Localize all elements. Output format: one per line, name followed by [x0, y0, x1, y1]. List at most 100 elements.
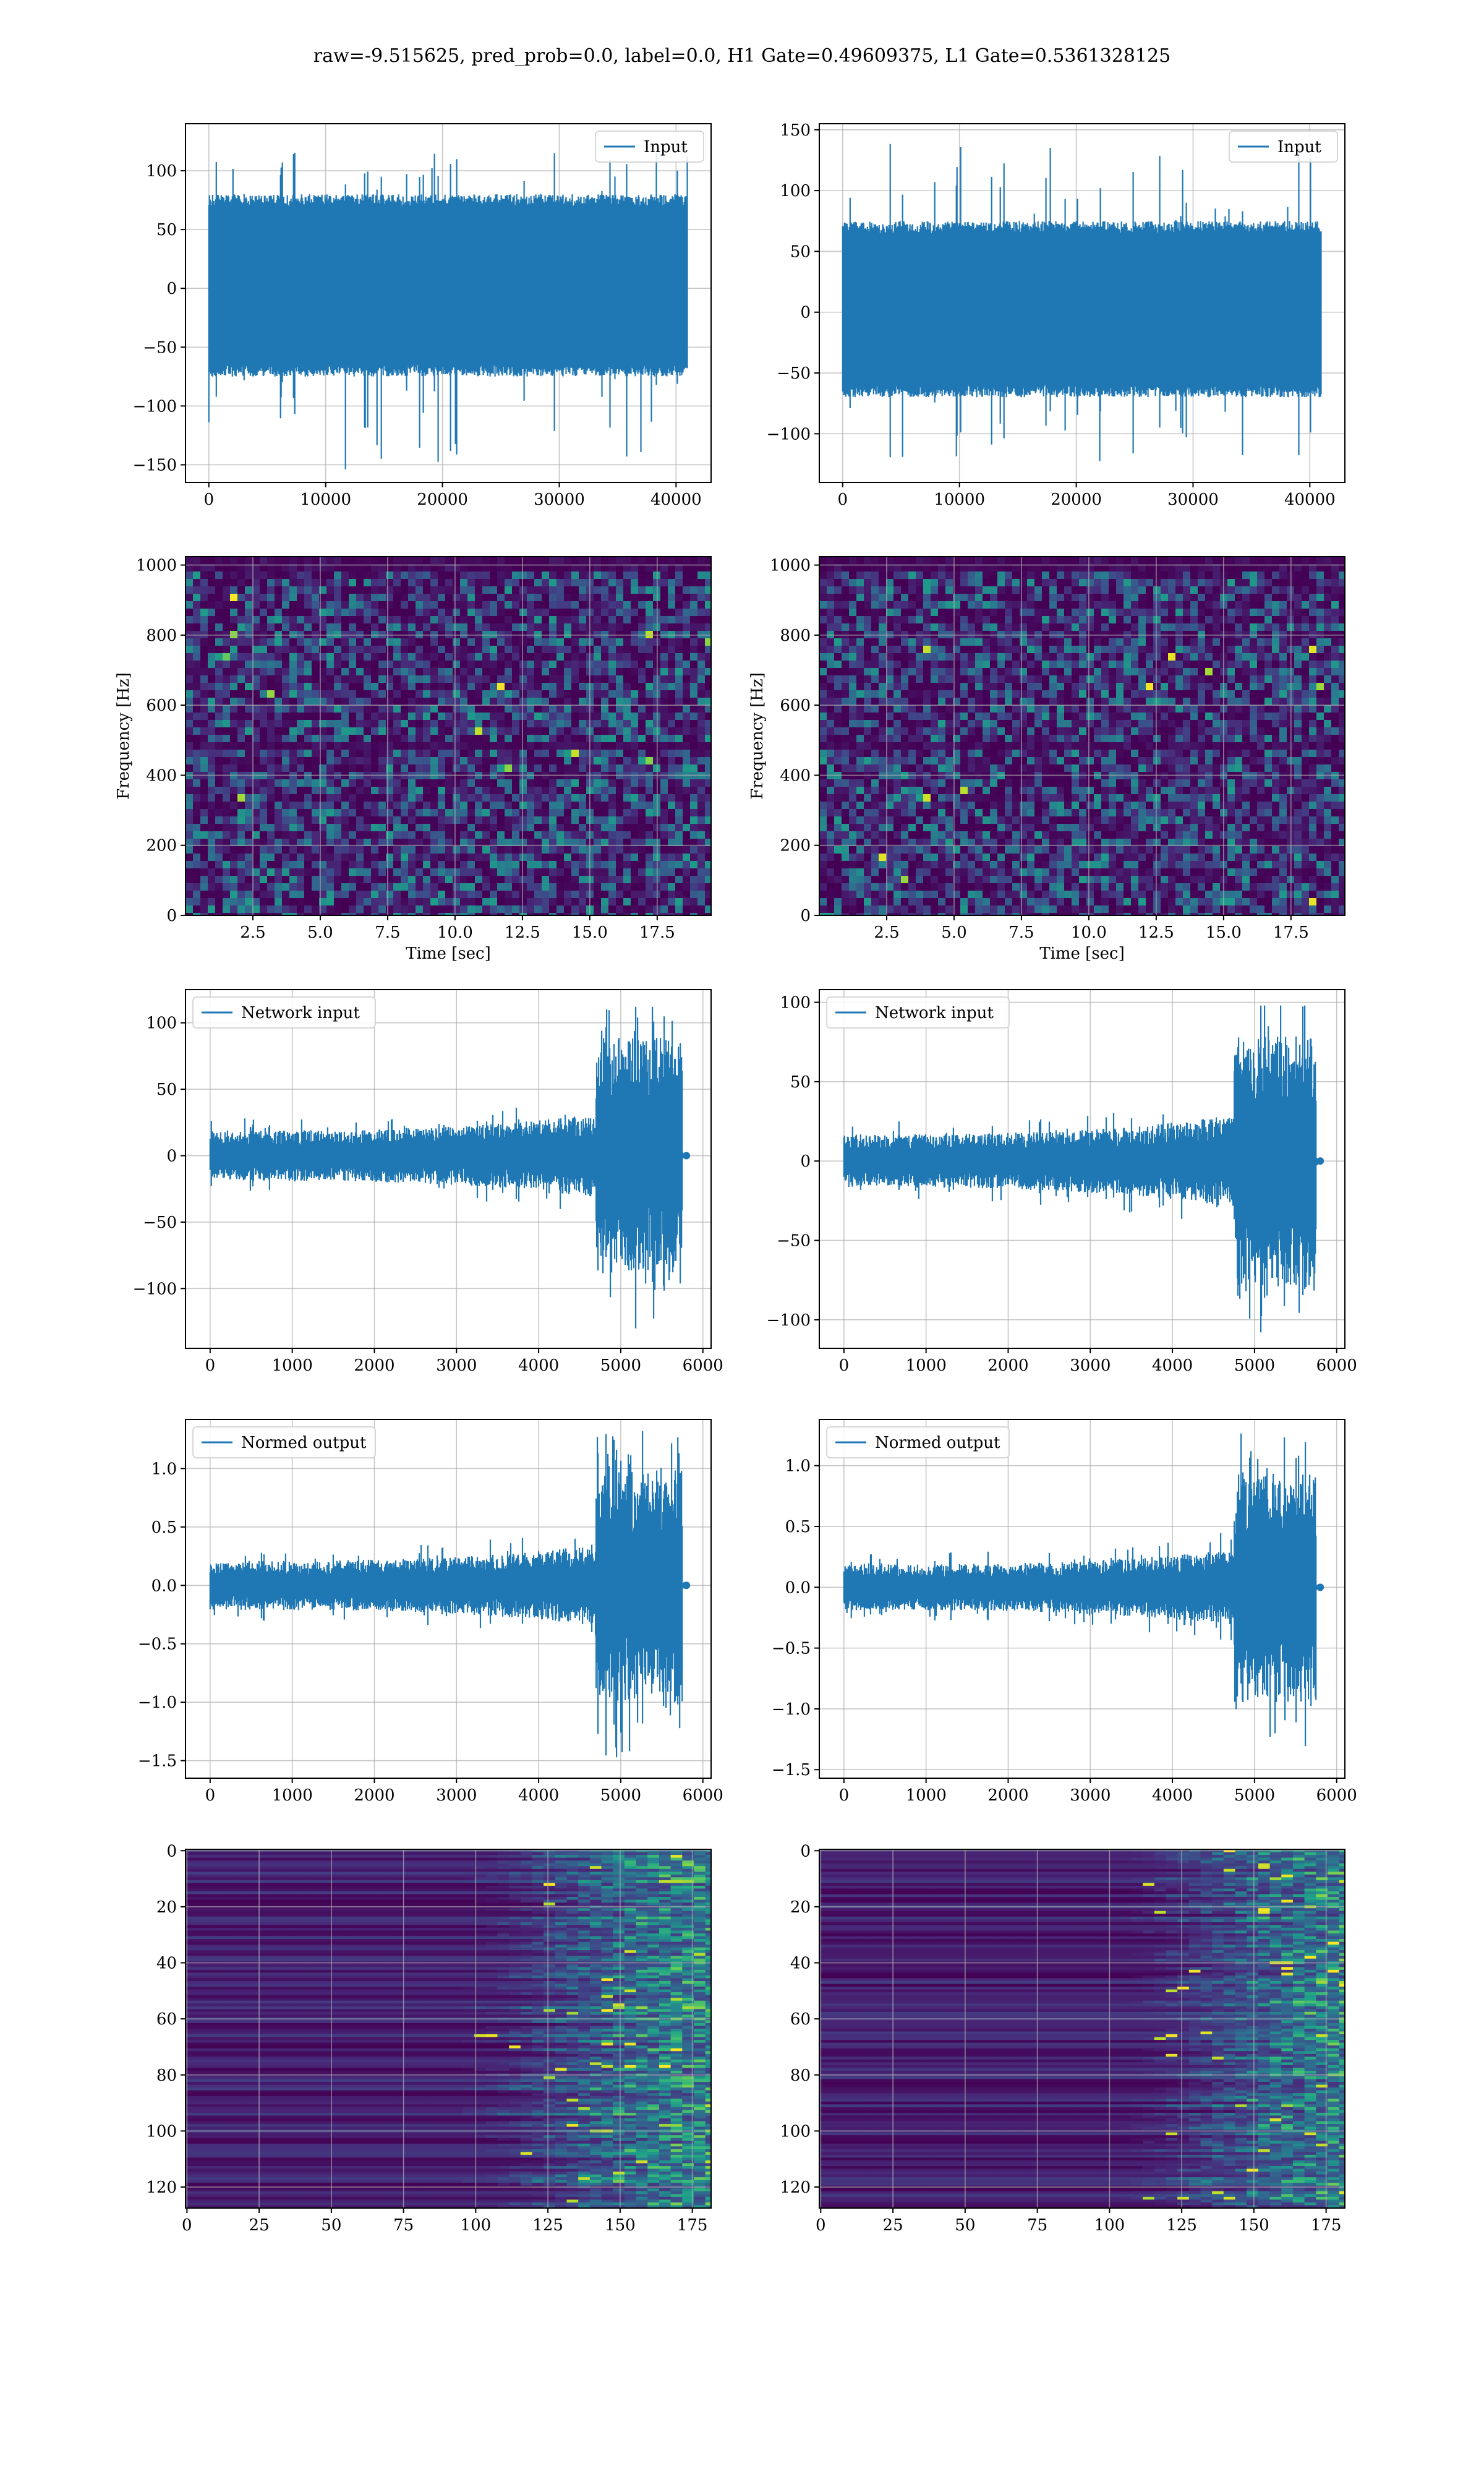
- spectrogram-cell: [326, 705, 334, 713]
- spectrogram-cell: [542, 854, 549, 861]
- spectrogram-cell: [653, 794, 660, 802]
- spectrogram-cell: [549, 742, 556, 750]
- spectrogram-cell: [1153, 623, 1161, 631]
- spectrogram-cell: [893, 683, 901, 690]
- spectrogram-cell: [1064, 690, 1072, 698]
- spectrogram-cell: [1020, 661, 1027, 668]
- spectrogram-cell: [1079, 661, 1086, 668]
- spectrogram-cell: [386, 794, 393, 802]
- spectrogram-cell: [608, 861, 616, 868]
- spectrogram-cell: [683, 802, 690, 809]
- spectrogram-cell: [193, 623, 200, 631]
- spectrogram-cell: [879, 601, 886, 609]
- spectrogram-cell: [571, 846, 579, 854]
- spectrogram-cell: [334, 631, 341, 638]
- y-tick-label: −100: [133, 397, 177, 416]
- spectrogram-cell: [660, 690, 668, 698]
- spectrogram-cell: [364, 623, 371, 631]
- spectrogram-cell: [527, 571, 534, 579]
- spectrogram-cell: [534, 638, 542, 646]
- spectrogram-cell: [460, 683, 467, 690]
- spectrogram-cell: [341, 898, 349, 905]
- spectrogram-cell: [430, 913, 438, 915]
- spectrogram-cell: [975, 586, 983, 594]
- spectrogram-cell: [267, 609, 275, 616]
- spectrogram-cell: [497, 824, 505, 831]
- spectrogram-cell: [512, 913, 519, 915]
- spectrogram-cell: [312, 713, 319, 720]
- spectrogram-cell: [393, 794, 401, 802]
- spectrogram-cell: [364, 646, 371, 653]
- spectrogram-cell: [542, 727, 549, 735]
- spectrogram-cell: [267, 616, 275, 623]
- spectrogram-cell: [571, 623, 579, 631]
- spectrogram-cell: [1302, 661, 1309, 668]
- spectrogram-cell: [542, 668, 549, 675]
- spectrogram-cell: [1242, 579, 1250, 586]
- spectrogram-cell: [646, 831, 653, 839]
- spectrogram-cell: [990, 571, 997, 579]
- spectrogram-cell: [186, 757, 193, 764]
- spectrogram-cell: [683, 861, 690, 868]
- spectrogram-cell: [401, 698, 408, 705]
- spectrogram-cell: [230, 564, 237, 571]
- spectrogram-cell: [556, 616, 564, 623]
- spectrogram-cell: [445, 824, 453, 831]
- spectrogram-cell: [668, 713, 675, 720]
- spectrogram-cell: [215, 876, 223, 883]
- spectrogram-cell: [186, 802, 193, 809]
- spectrogram-cell: [660, 594, 668, 601]
- spectrogram-cell: [601, 616, 608, 623]
- spectrogram-cell: [453, 586, 460, 594]
- spectrogram-cell: [326, 661, 334, 668]
- spectrogram-cell: [475, 623, 482, 631]
- spectrogram-cell: [1012, 646, 1020, 653]
- spectrogram-cell: [1227, 616, 1235, 623]
- spectrogram-cell: [660, 891, 668, 898]
- spectrogram-cell: [1205, 683, 1213, 690]
- spectrogram-cell: [697, 698, 705, 705]
- spectrogram-cell: [371, 638, 378, 646]
- spectrogram-cell: [1242, 571, 1250, 579]
- spectrogram-cell: [401, 750, 408, 757]
- spectrogram-cell: [312, 579, 319, 586]
- spectrogram-cell: [990, 661, 997, 668]
- spectrogram-cell: [616, 764, 623, 772]
- spectrogram-cell: [564, 713, 571, 720]
- spectrogram-cell: [193, 794, 200, 802]
- spectrogram-cell: [482, 816, 490, 824]
- spectrogram-cell: [668, 727, 675, 735]
- spectrogram-cell: [886, 594, 893, 601]
- spectrogram-cell: [646, 631, 653, 638]
- spectrogram-cell: [312, 690, 319, 698]
- spectrogram-cell: [608, 609, 616, 616]
- spectrogram-cell: [1250, 586, 1257, 594]
- spectrogram-cell: [490, 735, 497, 742]
- spectrogram-cell: [1272, 609, 1279, 616]
- spectrogram-cell: [289, 571, 297, 579]
- spectrogram-cell: [527, 913, 534, 915]
- spectrogram-cell: [653, 742, 660, 750]
- spectrogram-cell: [1294, 557, 1302, 564]
- spectrogram-cell: [908, 675, 916, 683]
- spectrogram-cell: [341, 638, 349, 646]
- spectrogram-cell: [1049, 698, 1057, 705]
- spectrogram-cell: [186, 638, 193, 646]
- spectrogram-cell: [827, 586, 834, 594]
- spectrogram-cell: [653, 601, 660, 609]
- spectrogram-cell: [467, 787, 475, 794]
- spectrogram-cell: [1175, 661, 1183, 668]
- spectrogram-cell: [438, 831, 445, 839]
- spectrogram-cell: [938, 579, 945, 586]
- spectrogram-cell: [497, 727, 505, 735]
- spectrogram-cell: [1101, 579, 1109, 586]
- spectrogram-cell: [341, 720, 349, 727]
- x-tick-label: 10.0: [437, 923, 473, 942]
- spectrogram-cell: [1264, 690, 1272, 698]
- spectrogram-cell: [230, 571, 237, 579]
- spectrogram-cell: [334, 557, 341, 564]
- spectrogram-cell: [260, 586, 267, 594]
- spectrogram-cell: [275, 846, 282, 854]
- spectrogram-cell: [668, 861, 675, 868]
- spectrogram-cell: [623, 586, 631, 594]
